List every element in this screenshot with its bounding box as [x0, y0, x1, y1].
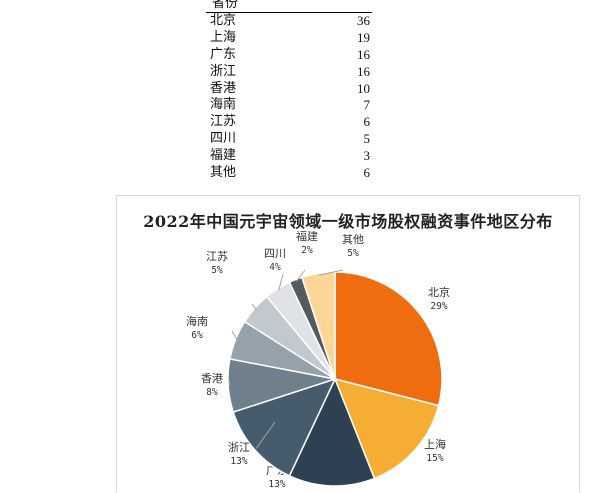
- table-row: 广东 16: [206, 47, 372, 64]
- table-header: 省份: [206, 0, 372, 13]
- slice-percent: 6%: [191, 330, 203, 341]
- table-row: 海南 7: [206, 97, 372, 114]
- chart-title: 2022年中国元宇宙领域一级市场股权融资事件地区分布: [143, 212, 553, 231]
- slice-label: 其他: [342, 233, 364, 246]
- slice-label: 上海: [424, 437, 446, 451]
- slice-label: 福建: [296, 229, 318, 243]
- slice-label: 北京: [428, 285, 450, 299]
- pie-slice: [334, 271, 443, 407]
- region-count-table: 省份 北京 36 上海 19 广东 16 浙江 16 香港 10 海南 7 江苏 6 四川 5 福建 3 其他 6: [206, 0, 372, 182]
- slice-label: 浙江: [228, 441, 250, 454]
- row-region: 江苏: [210, 114, 237, 130]
- row-count: 16: [357, 63, 370, 79]
- table-row: 香港 10: [206, 81, 372, 98]
- slice-percent: 13%: [230, 456, 247, 467]
- leader-line: [318, 269, 344, 276]
- leader-line: [228, 379, 231, 386]
- leader-line: [295, 269, 306, 282]
- slice-label: 四川: [264, 247, 286, 260]
- table-row: 浙江 16: [206, 64, 372, 81]
- chart-panel: 2022年中国元宇宙领域一级市场股权融资事件地区分布 北京 29% 上海 15% 广东 1…: [116, 195, 580, 492]
- leader-line: [278, 273, 284, 291]
- slice-percent: 5%: [347, 248, 359, 259]
- row-region: 福建: [210, 148, 237, 164]
- row-count: 19: [357, 29, 370, 45]
- row-count: 7: [363, 97, 371, 113]
- table-header-label: 省份: [212, 0, 239, 11]
- row-region: 香港: [210, 80, 237, 96]
- slice-percent: 4%: [269, 262, 281, 273]
- table-row: 北京 36: [206, 13, 372, 30]
- row-region: 四川: [210, 131, 237, 147]
- table-row: 江苏 6: [206, 114, 372, 131]
- row-count: 6: [363, 114, 371, 130]
- row-count: 6: [363, 165, 371, 181]
- slice-percent: 2%: [301, 245, 313, 256]
- leader-line: [255, 421, 276, 449]
- pie-slice: [288, 377, 376, 487]
- table-row: 其他 6: [206, 165, 372, 182]
- row-region: 海南: [210, 97, 237, 113]
- leader-line: [231, 330, 238, 341]
- slice-percent: 8%: [206, 387, 218, 398]
- row-count: 3: [363, 148, 371, 164]
- pie-chart: 北京29%上海15%广东13%浙江13%香港8%海南6%江苏5%四川4%福建2%…: [186, 229, 450, 490]
- pie-slice: [232, 377, 337, 477]
- slice-label: 香港: [201, 372, 223, 385]
- slice-percent: 5%: [211, 265, 223, 276]
- table-body: 北京 36 上海 19 广东 16 浙江 16 香港 10 海南 7 江苏 6 四川 5 福建 3 其他 6: [206, 13, 372, 182]
- pie-slice: [333, 377, 440, 480]
- slice-label: 海南: [186, 314, 208, 328]
- row-count: 36: [357, 13, 370, 28]
- row-region: 其他: [210, 165, 237, 181]
- slice-percent: 13%: [268, 479, 285, 490]
- leader-line: [251, 303, 257, 310]
- slice-percent: 29%: [430, 301, 447, 312]
- slice-label: 江苏: [206, 250, 228, 263]
- row-count: 5: [363, 131, 371, 147]
- row-region: 浙江: [210, 63, 237, 79]
- row-region: 广东: [210, 46, 237, 62]
- table-row: 四川 5: [206, 131, 372, 148]
- row-region: 北京: [210, 13, 237, 28]
- row-count: 16: [357, 46, 370, 62]
- slice-percent: 15%: [426, 453, 443, 464]
- table-row: 上海 19: [206, 30, 372, 47]
- row-count: 10: [357, 80, 370, 96]
- row-region: 上海: [210, 29, 237, 45]
- table-row: 福建 3: [206, 148, 372, 165]
